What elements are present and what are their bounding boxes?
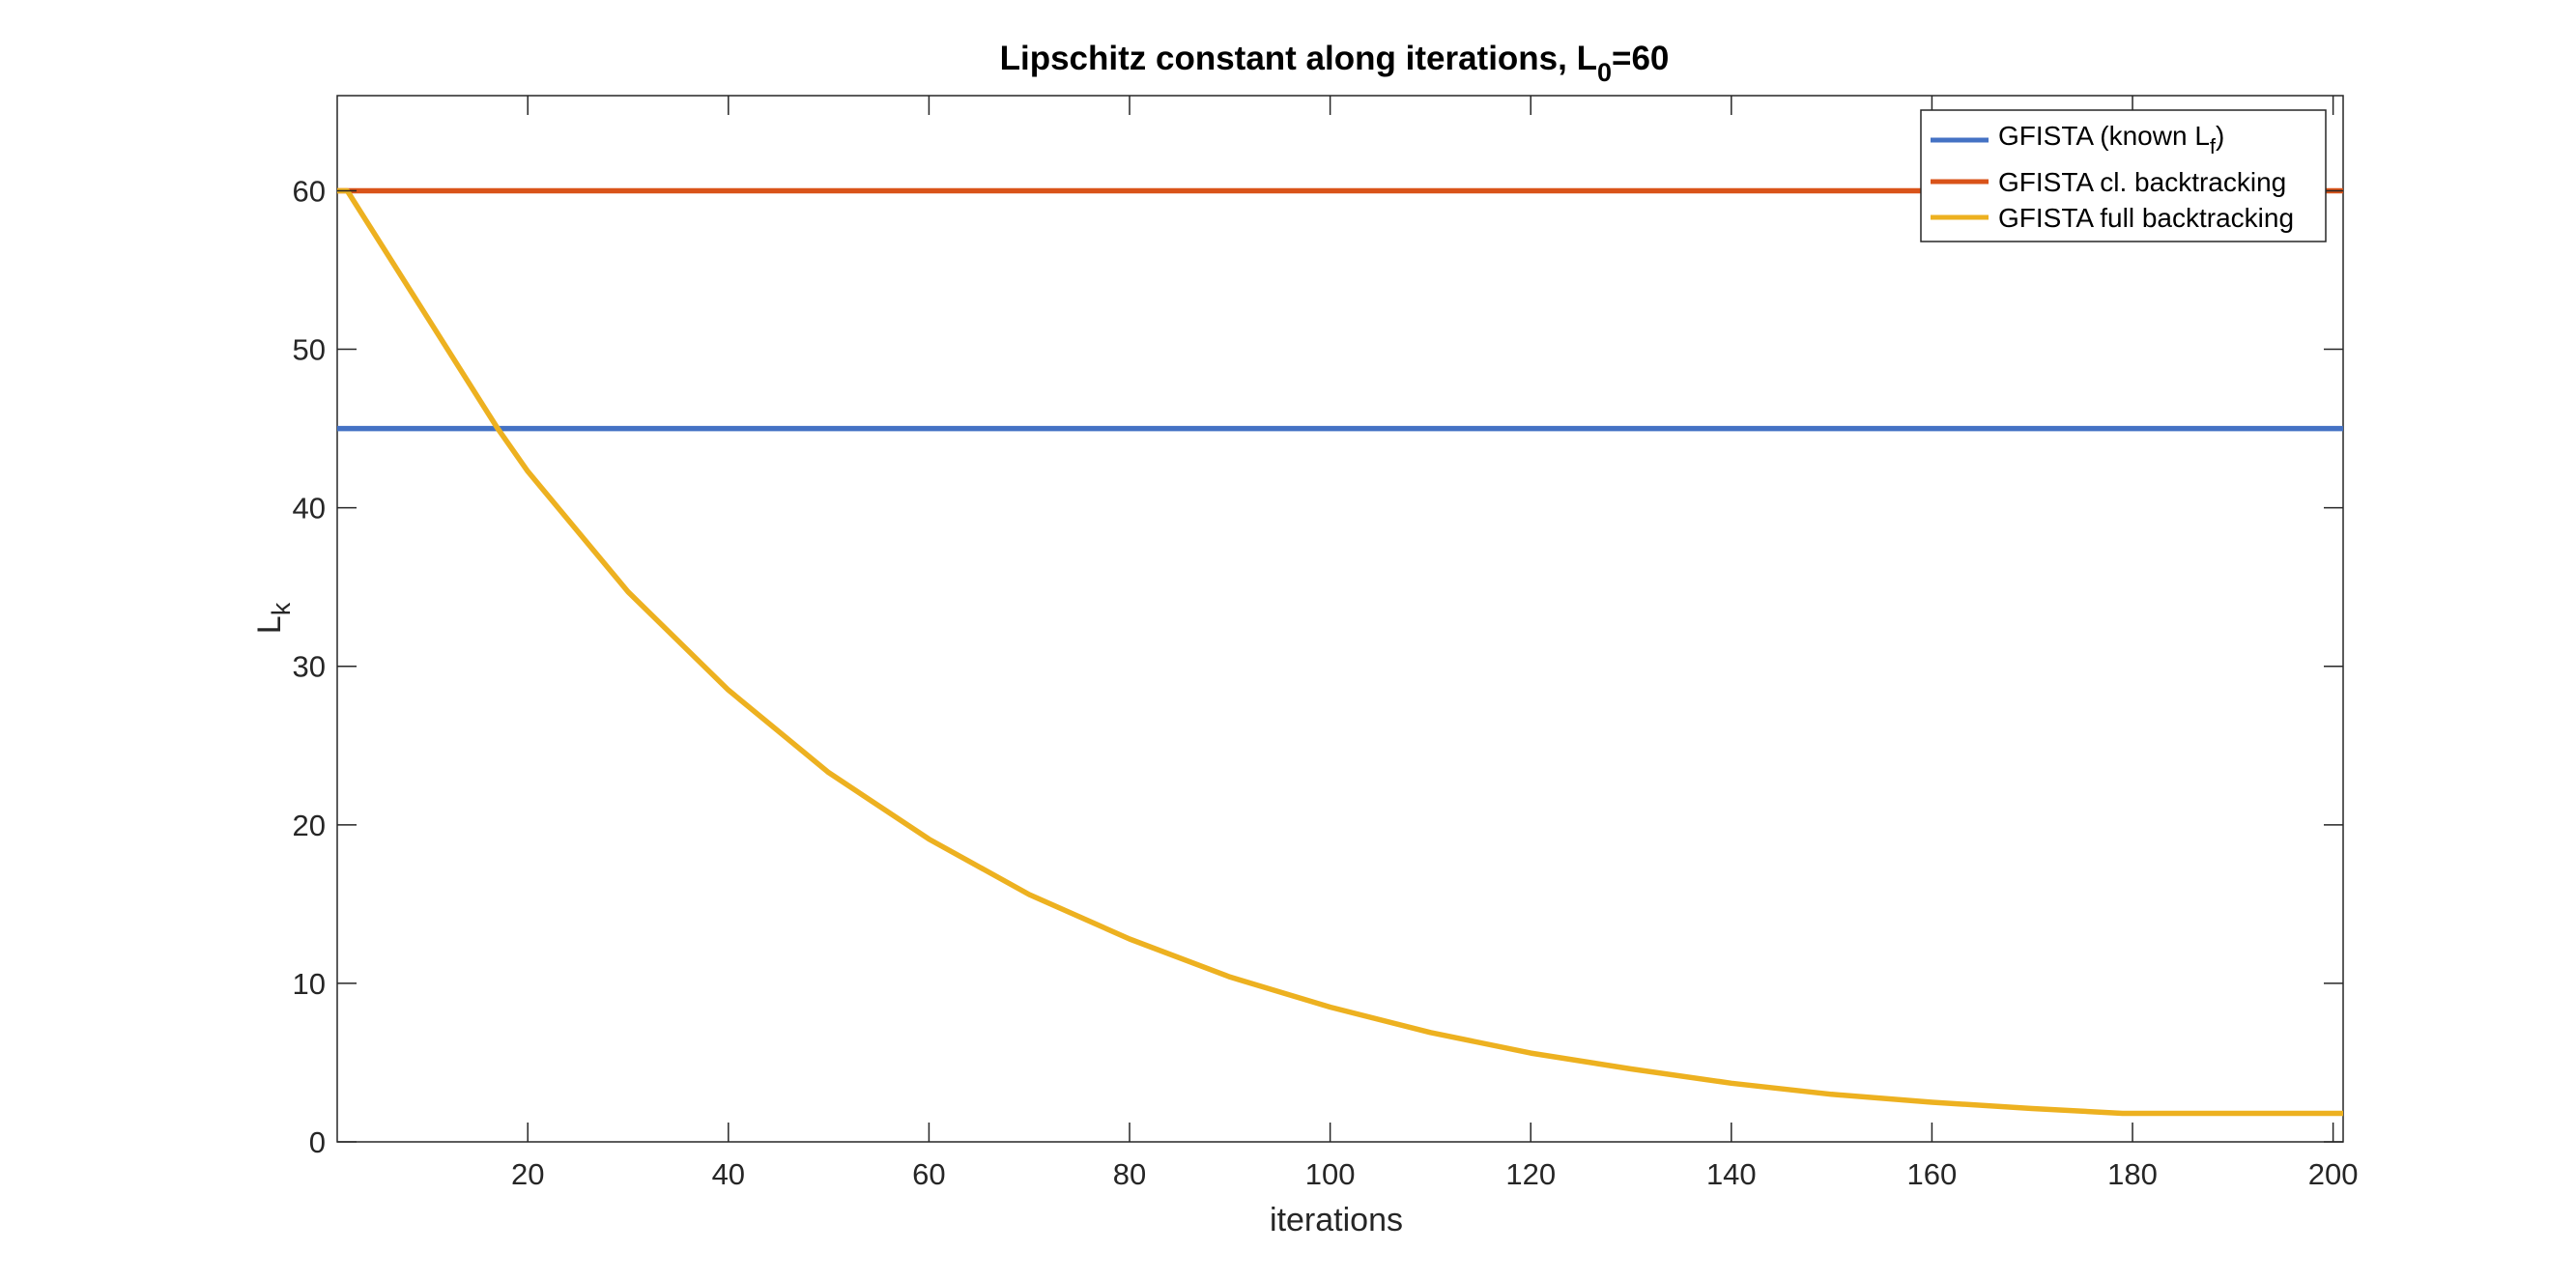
- x-tick-label-40: 40: [712, 1157, 745, 1191]
- legend-label-known-lf: GFISTA (known Lf): [1998, 121, 2224, 158]
- y-axis: 0 10 20 30 40 50 60: [293, 174, 2343, 1159]
- y-axis-label-main: L: [251, 615, 288, 634]
- legend-label-full-backtracking: GFISTA full backtracking: [1998, 203, 2294, 233]
- x-axis-label: iterations: [1270, 1202, 1403, 1238]
- x-axis: 20 40 60 80 100 120 140 160 180 200: [511, 96, 2359, 1191]
- chart-title: Lipschitz constant along iterations, L0=…: [1000, 40, 1670, 87]
- x-tick-label-60: 60: [912, 1157, 945, 1191]
- chart-title-suffix: =60: [1612, 40, 1669, 77]
- legend-label-known-lf-suffix: ): [2216, 121, 2224, 151]
- y-tick-label-0: 0: [309, 1125, 326, 1159]
- y-tick-label-10: 10: [293, 967, 326, 1001]
- x-tick-label-120: 120: [1505, 1157, 1556, 1191]
- legend-label-known-lf-main: GFISTA (known L: [1998, 121, 2210, 151]
- x-tick-label-160: 160: [1907, 1157, 1958, 1191]
- y-tick-label-50: 50: [293, 333, 326, 367]
- x-tick-label-180: 180: [2107, 1157, 2158, 1191]
- y-axis-label-subscript: k: [267, 602, 296, 615]
- y-tick-label-20: 20: [293, 809, 326, 842]
- y-tick-label-40: 40: [293, 492, 326, 526]
- x-tick-label-80: 80: [1113, 1157, 1146, 1191]
- x-tick-label-200: 200: [2308, 1157, 2359, 1191]
- chart-title-subscript: 0: [1597, 58, 1612, 87]
- x-tick-label-100: 100: [1305, 1157, 1356, 1191]
- legend: GFISTA (known Lf) GFISTA cl. backtrackin…: [1920, 109, 2327, 242]
- y-tick-label-30: 30: [293, 650, 326, 684]
- legend-label-known-lf-subscript: f: [2210, 134, 2217, 158]
- y-axis-label: Lk: [251, 602, 296, 634]
- legend-label-cl-backtracking: GFISTA cl. backtracking: [1998, 167, 2286, 197]
- x-tick-label-140: 140: [1706, 1157, 1757, 1191]
- y-tick-label-60: 60: [293, 174, 326, 208]
- series-line-full-backtracking: [337, 187, 2343, 1117]
- x-tick-label-20: 20: [511, 1157, 544, 1191]
- chart-title-main: Lipschitz constant along iterations, L: [1000, 40, 1597, 77]
- plot-area: [336, 95, 2344, 1143]
